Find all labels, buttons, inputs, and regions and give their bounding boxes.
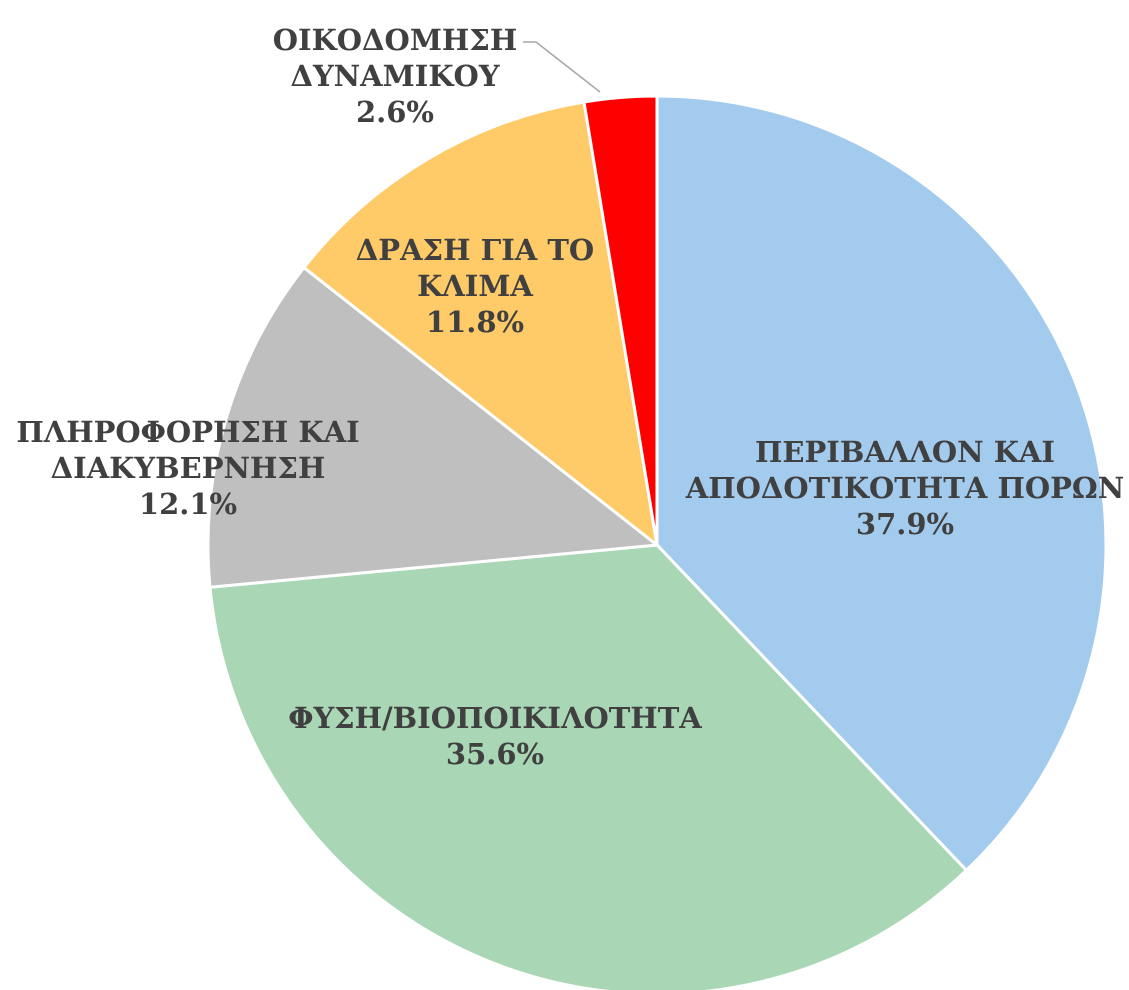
value-label: 2.6%	[356, 95, 434, 129]
category-label: ΠΕΡΙΒΑΛΛΟΝ ΚΑΙ ΑΠΟΔΟΤΙΚΟΤΗΤΑ ΠΟΡΩΝ	[685, 435, 1124, 505]
category-label: ΠΛΗΡΟΦΟΡΗΣΗ ΚΑΙ ΔΙΑΚΥΒΕΡΝΗΣΗ	[16, 415, 359, 485]
value-label: 11.8%	[426, 305, 524, 339]
pie-slice	[208, 543, 969, 990]
value-label: 12.1%	[139, 487, 237, 521]
value-label: 37.9%	[856, 507, 954, 541]
pie-slice	[582, 94, 659, 546]
category-label: ΔΡΑΣΗ ΓΙΑ ΤΟ ΚΛΙΜΑ	[356, 233, 594, 303]
pie-slice	[301, 100, 660, 549]
pie-slice	[655, 94, 1108, 873]
category-label: ΦΥΣΗ/ΒΙΟΠΟΙΚΙΛΟΤΗΤΑ	[288, 701, 702, 735]
leader-line	[523, 41, 601, 93]
value-label: 35.6%	[446, 737, 544, 771]
category-label: ΟΙΚΟΔΟΜΗΣΗ ΔΥΝΑΜΙΚΟΥ	[273, 23, 517, 93]
pie-slice	[206, 265, 661, 589]
